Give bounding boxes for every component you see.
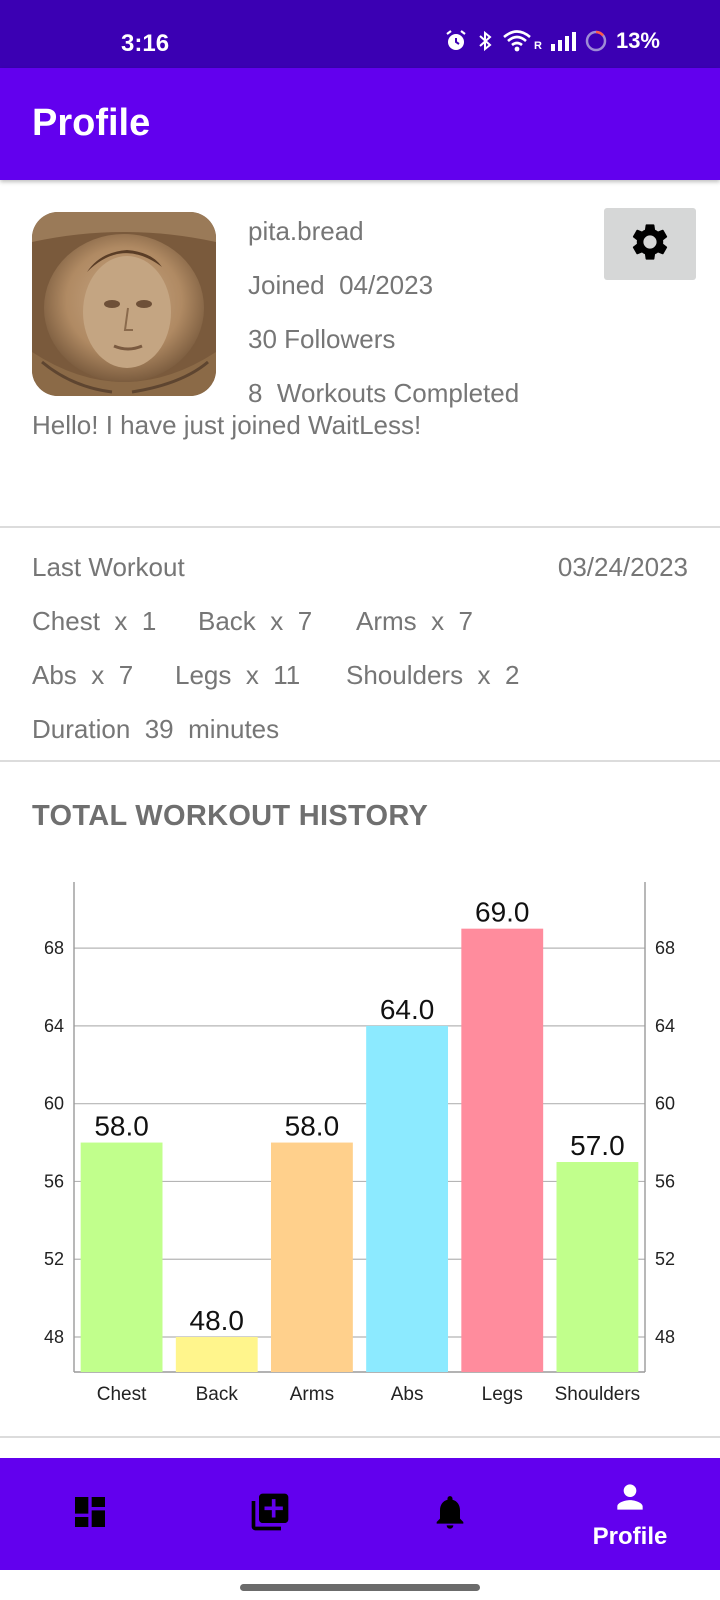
workout-history-chart: 48 48 52 52 56 56 60 60 64 64 68 68 58.0 Chest 48.0 Bac…	[44, 882, 675, 1405]
y-tick-label: 68	[44, 938, 64, 958]
avatar	[32, 212, 216, 396]
x-tick-label: Legs	[482, 1384, 523, 1405]
bar	[270, 1142, 353, 1372]
data-label: 58.0	[94, 1111, 149, 1142]
nav-profile[interactable]: Profile	[540, 1458, 720, 1570]
username: pita.bread	[248, 216, 364, 246]
bluetooth-icon	[476, 29, 494, 53]
gear-icon	[628, 220, 672, 269]
wifi-icon	[502, 29, 532, 53]
status-time: 3:16	[121, 30, 170, 57]
bottom-nav: Profile	[0, 1458, 720, 1570]
nav-add-workout[interactable]	[180, 1458, 360, 1570]
workout-back-count: Back x 7	[198, 606, 313, 636]
workout-legs-count: Legs x 11	[175, 660, 301, 690]
app-bar: Profile	[0, 68, 720, 180]
status-icons: R 13%	[444, 28, 660, 54]
workout-shoulders-count: Shoulders x 2	[346, 660, 520, 690]
alarm-icon	[444, 29, 468, 53]
divider	[0, 760, 720, 762]
x-tick-label: Shoulders	[555, 1384, 641, 1405]
workout-duration: Duration 39 minutes	[32, 714, 280, 744]
nav-dashboard[interactable]	[0, 1458, 180, 1570]
y-tick-label-right: 60	[655, 1094, 675, 1114]
settings-button[interactable]	[604, 208, 696, 280]
bar	[461, 928, 544, 1372]
bar	[556, 1162, 639, 1372]
add-library-icon	[248, 1490, 292, 1539]
divider	[0, 1436, 720, 1438]
person-icon	[611, 1478, 649, 1521]
workouts-completed: 8 Workouts Completed	[248, 378, 520, 408]
y-tick-label-right: 68	[655, 938, 675, 958]
workout-arms-count: Arms x 7	[356, 606, 474, 636]
divider	[0, 526, 720, 528]
nav-notifications[interactable]	[360, 1458, 540, 1570]
y-tick-label-right: 64	[655, 1016, 675, 1036]
section-title: TOTAL WORKOUT HISTORY	[32, 800, 429, 832]
followers-count: 30 Followers	[248, 324, 396, 354]
data-label: 48.0	[190, 1305, 245, 1336]
x-tick-label: Arms	[290, 1384, 334, 1405]
data-label: 57.0	[570, 1130, 625, 1161]
workout-abs-count: Abs x 7	[32, 660, 134, 690]
status-bar: 3:16 R 13%	[0, 0, 720, 68]
bell-icon	[430, 1492, 470, 1537]
y-tick-label-right: 52	[655, 1249, 675, 1269]
y-tick-label: 56	[44, 1171, 64, 1191]
network-type-label: R	[534, 40, 542, 52]
last-workout-date: 03/24/2023	[557, 552, 688, 582]
bar	[80, 1142, 163, 1372]
x-tick-label: Chest	[97, 1384, 147, 1405]
data-label: 64.0	[380, 994, 435, 1025]
x-tick-label: Abs	[391, 1384, 424, 1405]
y-tick-label-right: 48	[655, 1327, 675, 1347]
joined-date: Joined 04/2023	[248, 270, 434, 300]
y-tick-label: 52	[44, 1249, 64, 1269]
bio-text: Hello! I have just joined WaitLess!	[32, 410, 422, 440]
battery-percent: 13%	[615, 28, 660, 53]
data-label: 69.0	[475, 897, 530, 928]
signal-icon	[550, 29, 576, 53]
workout-chest-count: Chest x 1	[32, 606, 157, 636]
nav-profile-label: Profile	[592, 1522, 668, 1550]
battery-ring-icon	[584, 29, 608, 53]
gesture-bar[interactable]	[240, 1584, 480, 1591]
y-tick-label: 64	[44, 1016, 64, 1036]
page-title: Profile	[32, 102, 151, 144]
bar	[366, 1025, 449, 1372]
bar	[175, 1337, 258, 1372]
y-tick-label: 48	[44, 1327, 64, 1347]
y-tick-label-right: 56	[655, 1171, 675, 1191]
last-workout-label: Last Workout	[32, 552, 185, 582]
data-label: 58.0	[285, 1111, 340, 1142]
x-tick-label: Back	[196, 1384, 239, 1405]
dashboard-icon	[70, 1492, 110, 1537]
y-tick-label: 60	[44, 1094, 64, 1114]
